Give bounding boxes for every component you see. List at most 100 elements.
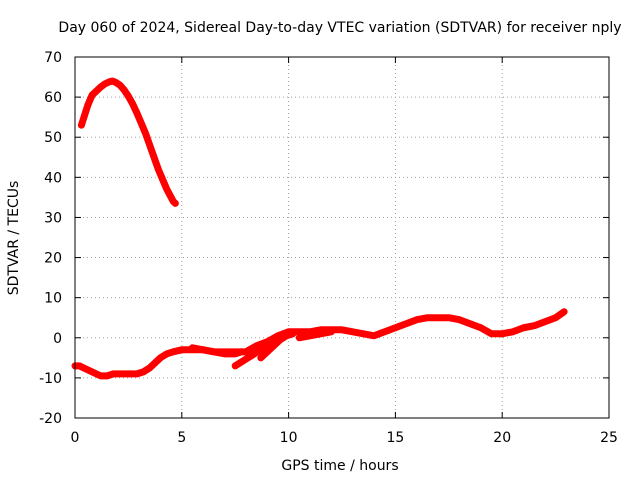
y-tick-label: 10 <box>44 291 62 307</box>
data-point <box>152 358 160 366</box>
data-point <box>424 314 431 321</box>
data-point <box>114 370 121 378</box>
data-point <box>150 154 158 161</box>
data-point <box>488 330 495 337</box>
y-tick-label: 50 <box>44 130 62 146</box>
data-point <box>289 330 297 337</box>
data-point <box>381 328 388 335</box>
data-point <box>116 81 124 89</box>
plot-frame <box>74 56 610 419</box>
data-point <box>159 176 166 183</box>
data-point <box>178 346 185 354</box>
data-point <box>264 348 271 356</box>
data-point <box>413 316 420 323</box>
grid <box>75 57 609 418</box>
data-point <box>509 328 517 335</box>
x-tick-label: 10 <box>280 430 298 446</box>
data-point <box>477 324 485 331</box>
data-point <box>133 370 141 378</box>
data-point <box>541 318 549 325</box>
y-tick-label: -20 <box>39 411 62 427</box>
axis-ticks: 0 5 10 15 20 25 -20 -10 0 10 20 30 40 50 60 70 <box>39 50 618 446</box>
data-point <box>328 328 335 335</box>
data-point <box>221 350 228 358</box>
data-point <box>127 370 134 378</box>
data-point <box>146 364 153 372</box>
data-point <box>103 372 111 380</box>
data-point <box>283 332 290 339</box>
data-point <box>434 314 442 321</box>
data-point <box>142 130 149 137</box>
data-point <box>81 111 88 119</box>
data-point <box>84 101 92 109</box>
data-point <box>531 322 538 329</box>
data-point <box>445 314 452 321</box>
y-tick-label: -10 <box>39 371 62 387</box>
data-point <box>155 166 162 173</box>
data-point <box>360 330 367 337</box>
data-point <box>552 314 559 321</box>
data-point <box>210 348 218 356</box>
y-tick-label: 30 <box>44 210 62 226</box>
data-point <box>244 354 252 362</box>
x-tick-label: 5 <box>177 430 186 446</box>
data-point <box>163 186 171 193</box>
x-tick-label: 15 <box>386 430 404 446</box>
data-point <box>140 368 147 376</box>
plot-area <box>71 77 568 380</box>
data-point <box>199 346 207 354</box>
y-tick-label: 60 <box>44 90 62 106</box>
data-point <box>157 354 164 362</box>
data-point <box>189 344 196 352</box>
data-point <box>560 308 568 315</box>
data-point <box>238 348 245 356</box>
data-point <box>232 350 239 358</box>
y-axis-label: SDTVAR / TECUs <box>6 181 22 296</box>
x-axis-label: GPS time / hours <box>281 458 398 474</box>
data-point <box>456 316 463 323</box>
data-point <box>232 362 239 370</box>
data-point <box>238 358 245 366</box>
data-point <box>257 354 265 362</box>
y-tick-label: 40 <box>44 170 62 186</box>
data-point <box>120 86 128 94</box>
data-point <box>170 348 177 356</box>
series-arc-short-3 <box>295 328 335 342</box>
y-tick-label: 20 <box>44 251 62 267</box>
y-tick-label: 70 <box>44 50 62 66</box>
data-point <box>125 93 132 100</box>
data-point <box>317 330 324 337</box>
x-tick-label: 20 <box>493 430 511 446</box>
x-tick-label: 25 <box>600 430 618 446</box>
data-point <box>392 324 399 331</box>
data-point <box>338 326 346 333</box>
series-arc-mid <box>188 344 246 358</box>
data-point <box>120 370 128 378</box>
series-arc-short-2 <box>257 330 297 362</box>
data-point <box>306 332 314 339</box>
data-point <box>88 91 96 99</box>
y-tick-label: 0 <box>53 331 62 347</box>
series-line <box>295 328 335 342</box>
data-point <box>466 320 474 327</box>
data-point <box>370 332 378 339</box>
data-point <box>276 336 284 343</box>
data-point <box>133 109 141 117</box>
data-point <box>259 344 267 352</box>
data-point <box>138 119 145 127</box>
series-arc-early <box>77 77 179 207</box>
data-point <box>499 330 506 337</box>
data-point <box>146 142 153 149</box>
data-point <box>129 100 136 108</box>
data-point <box>163 350 171 358</box>
data-point <box>78 121 85 129</box>
data-point <box>296 328 303 335</box>
data-point <box>172 200 179 207</box>
x-tick-label: 0 <box>71 430 80 446</box>
data-point <box>402 320 410 327</box>
data-point <box>349 328 356 335</box>
data-point <box>97 372 104 380</box>
data-point <box>93 87 100 95</box>
